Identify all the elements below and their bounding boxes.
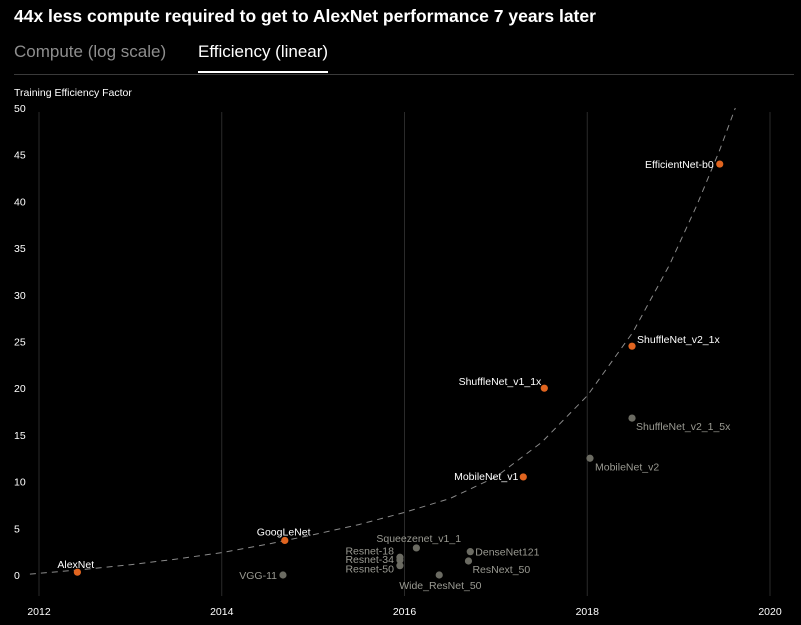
point-label-densenet121: DenseNet121: [475, 547, 539, 559]
y-tick-10: 10: [14, 477, 26, 489]
point-label-wide-resnet-50: Wide_ResNet_50: [399, 580, 481, 592]
tab-compute-log-scale[interactable]: Compute (log scale): [14, 42, 167, 61]
point-alexnet[interactable]: [73, 568, 81, 576]
point-shufflenet-v1-1x[interactable]: [540, 384, 548, 392]
y-tick-5: 5: [14, 523, 20, 535]
view-tabs: Compute (log scale) Efficiency (linear): [14, 40, 794, 75]
point-label-resnext-50: ResNext_50: [472, 564, 530, 576]
point-label-mobilenet-v2: MobileNet_v2: [595, 461, 659, 473]
point-label-shufflenet-v2-1x: ShuffleNet_v2_1x: [637, 334, 720, 346]
x-tick-2012: 2012: [27, 606, 51, 618]
y-tick-25: 25: [14, 337, 26, 349]
point-resnet-50[interactable]: [396, 562, 404, 570]
point-shufflenet-v2-1-5x[interactable]: [628, 414, 636, 422]
point-label-mobilenet-v1: MobileNet_v1: [454, 471, 518, 483]
y-axis-label: Training Efficiency Factor: [14, 87, 132, 99]
data-points: AlexNet GoogLeNet MobileNet_v1 ShuffleNet_v…: [57, 159, 731, 592]
point-shufflenet-v2-1x[interactable]: [628, 342, 636, 350]
grid-lines: [38, 112, 771, 596]
y-tick-50: 50: [14, 103, 26, 115]
trend-line: [29, 107, 736, 575]
point-label-resnet-18: Resnet-18: [345, 545, 394, 557]
y-tick-0: 0: [14, 570, 20, 582]
point-label-googlenet: GoogLeNet: [257, 526, 311, 538]
point-densenet121[interactable]: [466, 548, 474, 556]
point-label-resnet-34: Resnet-34: [345, 554, 394, 566]
y-tick-20: 20: [14, 383, 26, 395]
point-label-squeezenet-v1-1: Squeezenet_v1_1: [376, 533, 461, 545]
chart-headline: 44x less compute required to get to Alex…: [14, 6, 596, 26]
x-tick-2018: 2018: [576, 606, 600, 618]
x-tick-2014: 2014: [210, 606, 234, 618]
point-googlenet[interactable]: [281, 536, 289, 545]
point-label-shufflenet-v1-1x: ShuffleNet_v1_1x: [459, 376, 542, 388]
point-label-efficientnet-b0: EfficientNet-b0: [645, 159, 714, 171]
axis-ticks: 0 5 10 15 20 25 30 35 40 45 50 2012 2014 2016 2018 2020: [14, 103, 782, 618]
point-efficientnet-b0[interactable]: [716, 160, 724, 168]
point-wide-resnet-50[interactable]: [435, 571, 443, 579]
x-tick-2020: 2020: [758, 606, 782, 618]
point-label-alexnet: AlexNet: [57, 559, 94, 571]
point-resnet-34[interactable]: [396, 556, 404, 564]
point-vgg-11[interactable]: [279, 571, 287, 579]
point-resnext-50[interactable]: [464, 557, 473, 565]
y-tick-35: 35: [14, 243, 26, 255]
x-tick-2016: 2016: [393, 606, 417, 618]
y-tick-45: 45: [14, 150, 26, 162]
tab-efficiency-linear[interactable]: Efficiency (linear): [198, 40, 329, 73]
point-mobilenet-v1[interactable]: [519, 473, 527, 481]
point-squeezenet-v1-1[interactable]: [412, 544, 420, 552]
point-label-vgg-11: VGG-11: [239, 570, 277, 582]
point-mobilenet-v2[interactable]: [586, 454, 594, 462]
point-label-resnet-50: Resnet-50: [345, 564, 394, 576]
y-tick-40: 40: [14, 196, 26, 208]
y-tick-30: 30: [14, 290, 26, 302]
point-label-shufflenet-v2-1-5x: ShuffleNet_v2_1_5x: [636, 421, 731, 433]
y-tick-15: 15: [14, 430, 26, 442]
